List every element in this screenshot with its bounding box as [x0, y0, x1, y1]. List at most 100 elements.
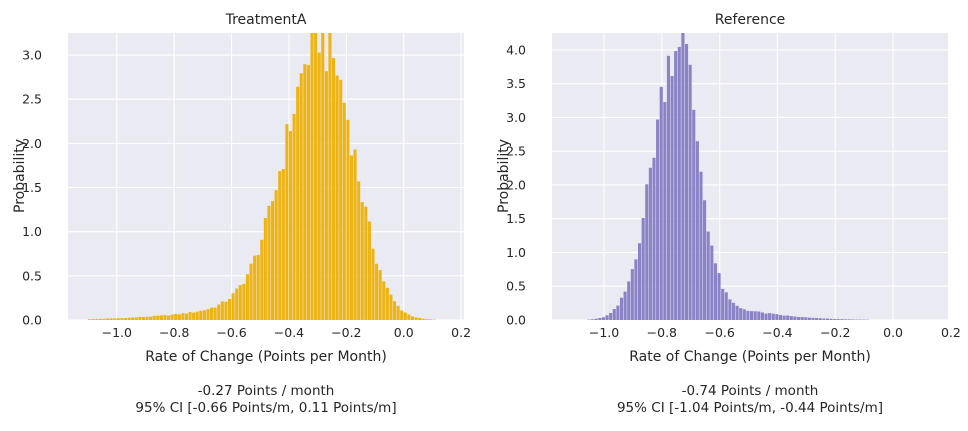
- histogram-bar: [684, 43, 689, 320]
- histogram-bar: [840, 319, 844, 320]
- histogram-bar: [425, 319, 429, 320]
- histogram-bar: [753, 311, 757, 320]
- histogram-bar: [145, 316, 149, 320]
- y-tick-label: 0.5: [22, 268, 42, 283]
- histogram-bar: [141, 317, 145, 320]
- histogram-bar: [224, 301, 228, 320]
- x-tick-label: −0.2: [820, 325, 850, 340]
- histogram-bar: [306, 65, 310, 321]
- histogram-bar: [403, 312, 407, 320]
- histogram-bar: [245, 274, 249, 320]
- y-axis-label: Probability: [12, 139, 28, 213]
- histogram-bar: [652, 157, 656, 320]
- histogram-bar: [811, 317, 815, 320]
- histogram-bar: [159, 315, 163, 320]
- histogram-bar: [815, 318, 819, 320]
- y-tick-label: 0.0: [506, 313, 526, 328]
- histogram-bar: [428, 319, 432, 320]
- histogram-bar: [375, 263, 379, 320]
- histogram-bar: [389, 294, 393, 320]
- histogram-bar: [771, 313, 775, 320]
- y-tick-label: 1.0: [506, 245, 526, 260]
- summary-ci: 95% CI [-0.66 Points/m, 0.11 Points/m]: [135, 400, 396, 416]
- histogram-bar: [407, 314, 411, 320]
- histogram-bar: [188, 312, 192, 320]
- y-tick-labels: 0.0 0.5 1.0 1.5 2.0 2.5 3.0: [22, 48, 42, 328]
- histogram-bar: [152, 315, 156, 320]
- histogram-bar: [659, 86, 663, 320]
- histogram-bar: [339, 79, 343, 321]
- histogram-bar: [346, 119, 350, 320]
- x-tick-label: −0.6: [704, 325, 734, 340]
- summary-mean: -0.74 Points / month: [682, 383, 819, 399]
- histogram-bar: [206, 309, 210, 320]
- histogram-bar: [202, 310, 206, 320]
- plot-area: [552, 33, 948, 320]
- histogram-bar: [656, 119, 660, 320]
- y-tick-label: 0.0: [22, 313, 42, 328]
- histogram-bar: [321, 33, 325, 320]
- x-tick-label: −1.0: [102, 325, 132, 340]
- histogram-bar: [256, 255, 260, 320]
- histogram-bar: [710, 245, 714, 320]
- histogram-bar: [789, 316, 793, 320]
- histogram-bar: [739, 308, 743, 320]
- histogram-bar: [285, 124, 289, 320]
- y-tick-label: 3.0: [506, 110, 526, 125]
- y-tick-label: 4.0: [506, 42, 526, 57]
- histogram-bar: [324, 71, 328, 320]
- histogram-bar: [742, 309, 746, 320]
- histogram-bar: [199, 310, 203, 320]
- chart-title: Reference: [715, 12, 786, 28]
- histogram-bar: [609, 312, 613, 320]
- histogram-bar: [378, 270, 382, 320]
- histogram-bar: [760, 312, 764, 320]
- histogram-bar: [591, 319, 595, 320]
- histogram-bar: [102, 318, 106, 320]
- histogram-bar: [120, 318, 124, 320]
- y-tick-label: 3.0: [22, 48, 42, 63]
- histogram-bar: [666, 55, 671, 321]
- x-tick-label: 0.0: [883, 325, 903, 340]
- histogram-bar: [238, 285, 242, 320]
- histogram-bar: [367, 221, 371, 320]
- histogram-bar: [804, 317, 808, 320]
- histogram-bar: [829, 318, 833, 320]
- histogram-bar: [296, 86, 300, 321]
- summary-ci: 95% CI [-1.04 Points/m, -0.44 Points/m]: [617, 400, 883, 416]
- histogram-bar: [623, 291, 627, 320]
- y-tick-label: 2.0: [506, 177, 526, 192]
- y-tick-label: 0.5: [506, 279, 526, 294]
- histogram-bar: [843, 319, 848, 320]
- histogram-bar: [731, 302, 736, 320]
- histogram-bar: [131, 317, 135, 320]
- histogram-bar: [692, 109, 696, 320]
- histogram-bar: [113, 318, 117, 320]
- histogram-bar: [825, 318, 829, 320]
- y-tick-label: 2.5: [22, 92, 42, 107]
- histogram-bar: [217, 304, 221, 320]
- x-tick-labels: −1.0 −0.8 −0.6 −0.4 −0.2 0.0 0.2: [589, 325, 961, 340]
- histogram-bar: [303, 64, 307, 320]
- histogram-bar: [328, 33, 332, 320]
- y-tick-label: 2.5: [506, 144, 526, 159]
- histogram-bar: [670, 76, 674, 321]
- histogram-bar: [174, 313, 178, 320]
- histogram-bar: [213, 307, 217, 320]
- chart-panel-treatmenta: −1.0 −0.8 −0.6 −0.4 −0.2 0.0 0.2 0.0 0.5 1.0 1.5 2…: [12, 12, 471, 416]
- x-tick-label: 0.0: [394, 325, 414, 340]
- histogram-bar: [833, 319, 837, 320]
- chart-panel-reference: −1.0 −0.8 −0.6 −0.4 −0.2 0.0 0.2 0.0 0.5 1.0 1.5 2…: [496, 12, 961, 416]
- histogram-bar: [645, 184, 649, 320]
- histogram-bar: [634, 259, 638, 320]
- histogram-bar: [735, 305, 739, 320]
- histogram-bar: [768, 313, 772, 320]
- histogram-bar: [123, 318, 128, 320]
- x-tick-label: −0.8: [647, 325, 677, 340]
- histogram-bar: [648, 167, 652, 320]
- histogram-bar: [106, 318, 110, 320]
- histogram-bar: [242, 283, 246, 320]
- histogram-bar: [170, 314, 174, 320]
- y-tick-label: 3.5: [506, 76, 526, 91]
